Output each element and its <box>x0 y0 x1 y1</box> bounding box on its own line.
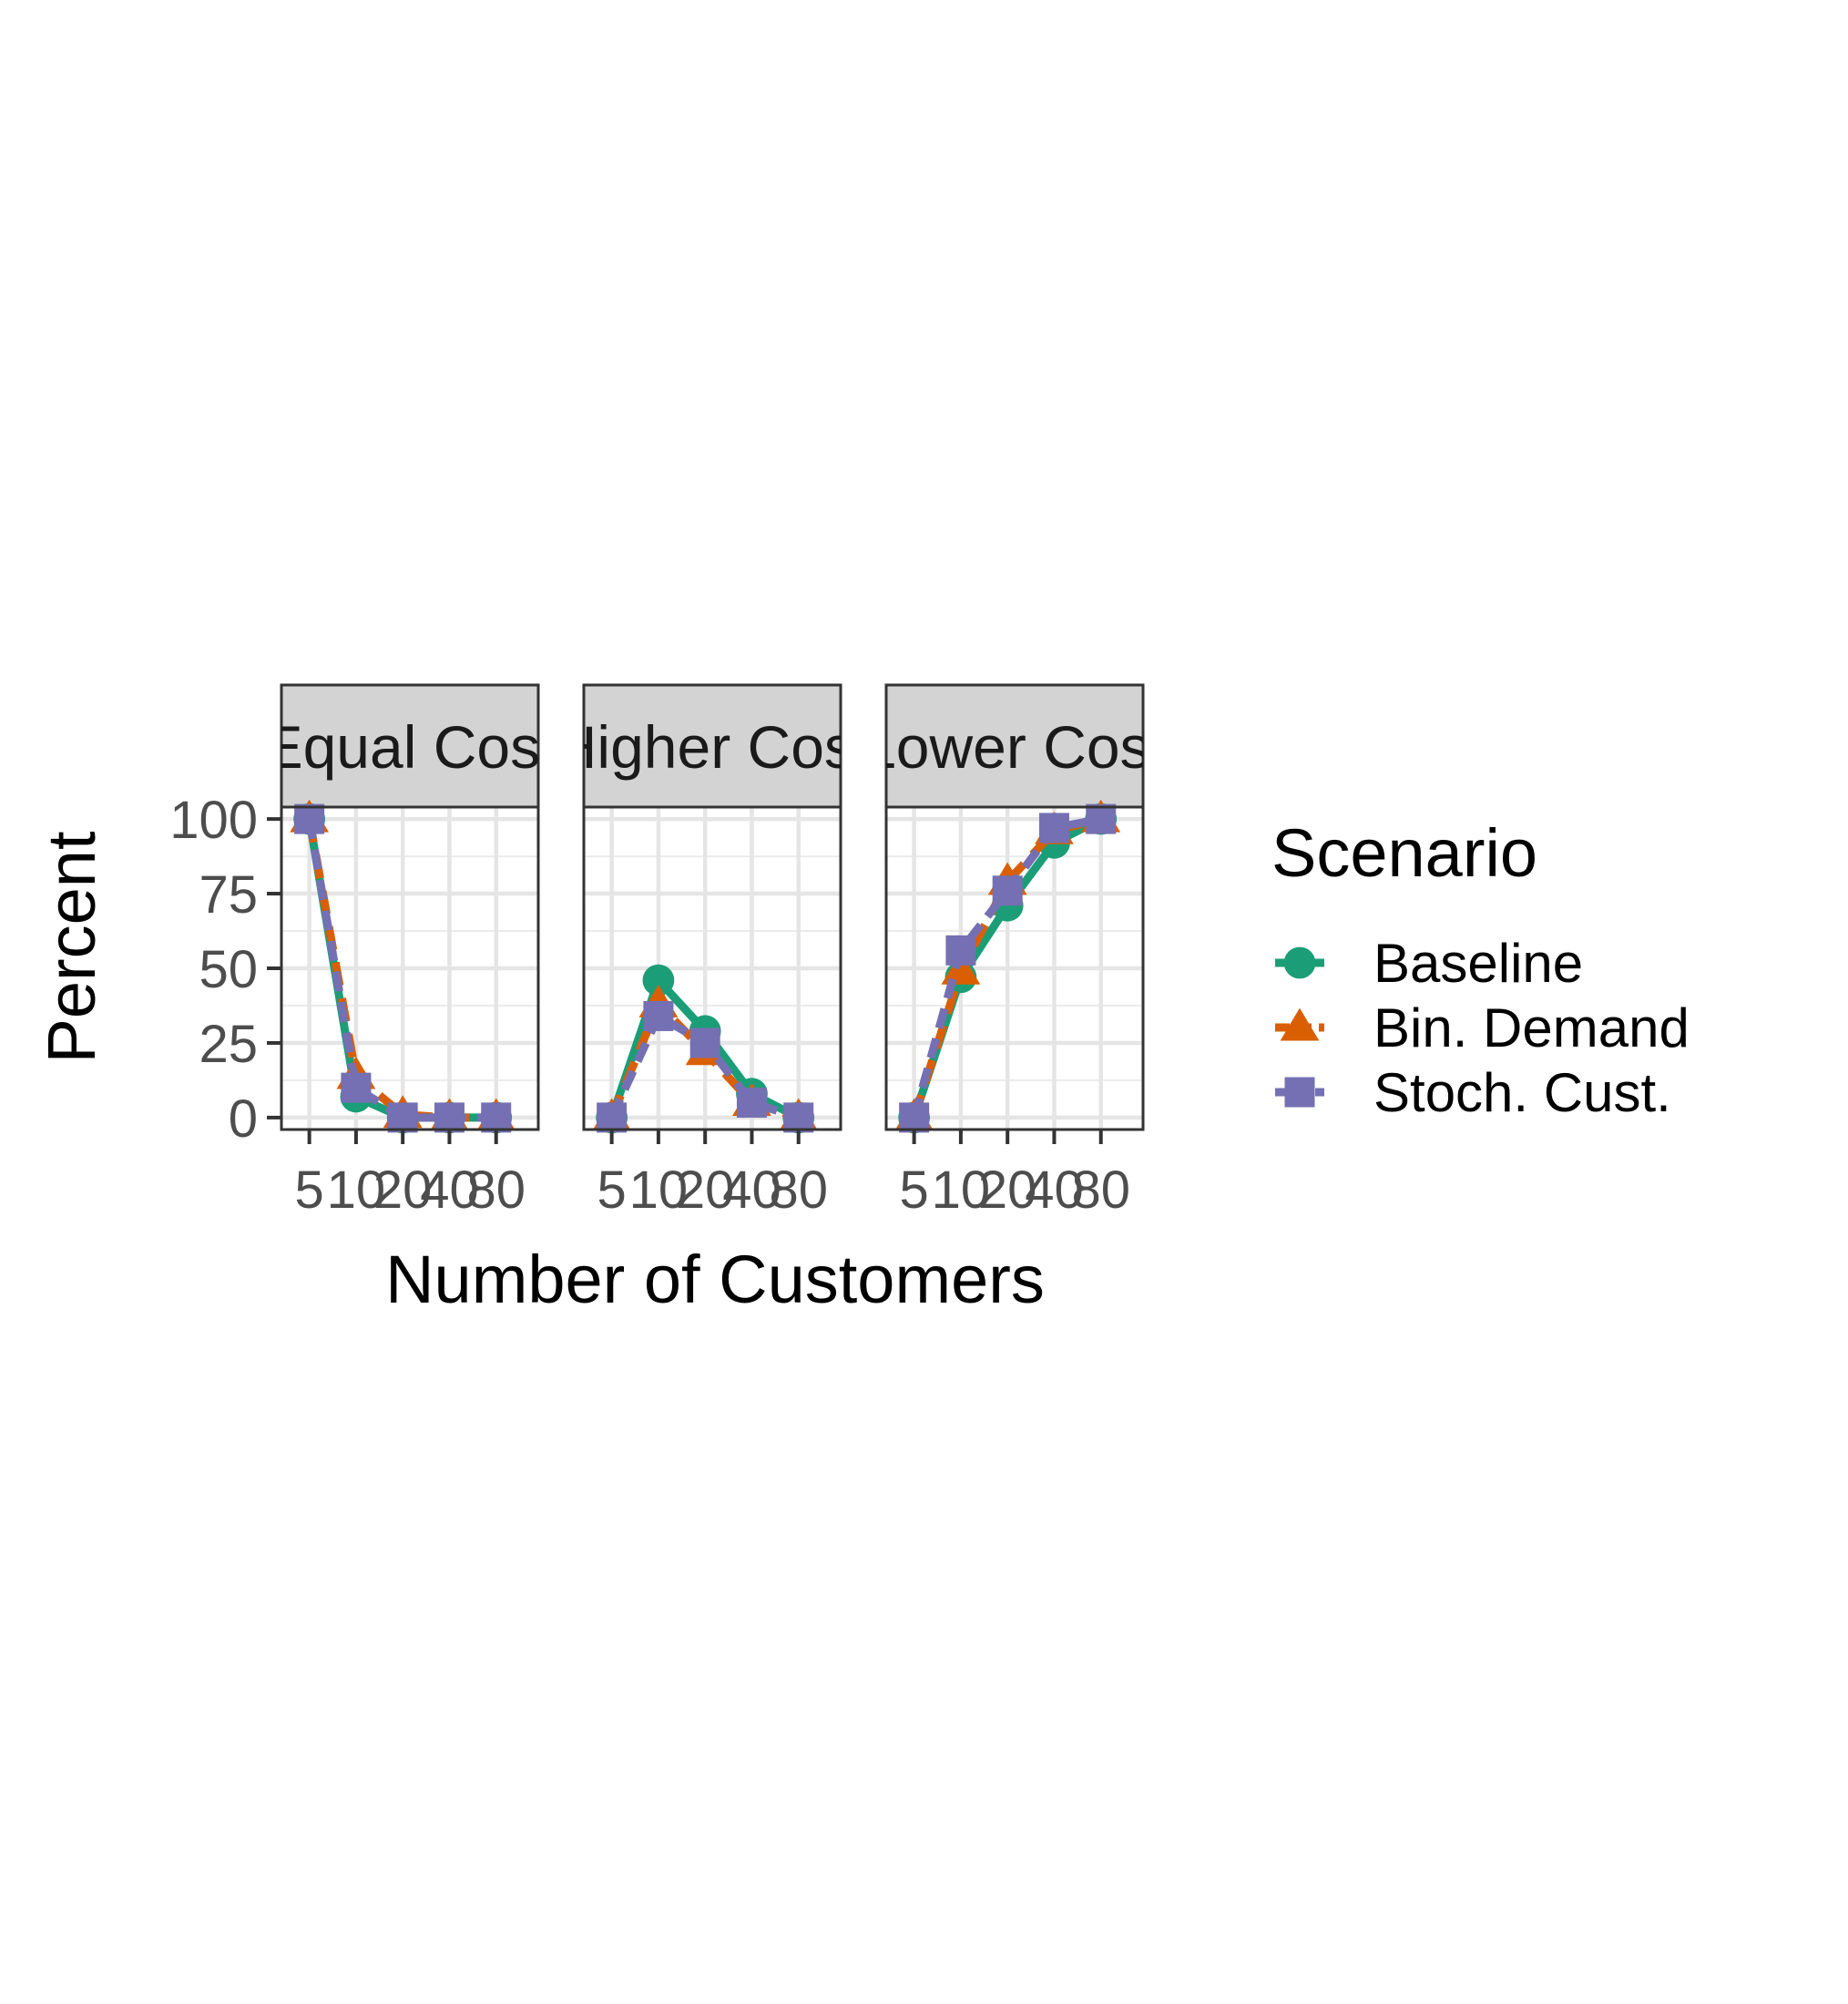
data-point <box>434 1102 465 1133</box>
data-point <box>597 1102 628 1133</box>
data-point <box>387 1102 418 1133</box>
x-tick-label: 40 <box>1025 1160 1084 1220</box>
facet-strip-label: Higher Cost <box>554 713 871 781</box>
facet-strip <box>280 683 540 809</box>
data-point <box>736 1088 767 1118</box>
legend-marker <box>1283 946 1316 979</box>
data-point <box>481 1102 512 1133</box>
y-axis-label: Percent <box>34 831 109 1063</box>
data-point <box>783 1102 814 1133</box>
data-point <box>1038 813 1069 844</box>
x-tick-label: 20 <box>373 1160 433 1220</box>
legend-label: Stoch. Cust. <box>1373 1062 1671 1123</box>
x-tick-label: 10 <box>629 1160 689 1220</box>
x-tick-label: 80 <box>1071 1160 1130 1220</box>
data-point <box>1086 803 1117 834</box>
data-point <box>941 951 981 985</box>
x-axis-label: Number of Customers <box>385 1242 1045 1317</box>
legend-marker <box>1280 1007 1320 1041</box>
data-point <box>945 935 976 966</box>
facet-strip-label: Lower Cost <box>863 713 1167 781</box>
legend-key <box>1275 1077 1324 1108</box>
data-point <box>689 1028 720 1058</box>
y-tick-label: 0 <box>229 1089 258 1149</box>
x-tick-label: 5 <box>295 1160 324 1220</box>
y-tick-label: 100 <box>169 791 258 850</box>
data-point <box>899 1102 930 1133</box>
facet-strip <box>884 683 1145 809</box>
x-tick-label: 20 <box>978 1160 1037 1220</box>
x-tick-label: 20 <box>676 1160 735 1220</box>
x-tick-label: 80 <box>466 1160 526 1220</box>
data-point <box>294 803 325 834</box>
y-axis: 0 25 50 75 100 <box>169 791 281 1149</box>
facet-strip <box>582 683 842 809</box>
y-tick-label: 25 <box>199 1015 258 1074</box>
x-tick-label: 40 <box>420 1160 479 1220</box>
x-tick-label: 80 <box>769 1160 828 1220</box>
legend-marker <box>1284 1077 1315 1108</box>
panel-border <box>582 805 842 1131</box>
data-point <box>341 1072 372 1103</box>
x-tick-label: 5 <box>597 1160 627 1220</box>
legend-label: Bin. Demand <box>1373 997 1690 1058</box>
data-point <box>992 875 1023 906</box>
x-tick-label: 40 <box>722 1160 781 1220</box>
legend-label: Baseline <box>1373 933 1583 994</box>
x-tick-label: 10 <box>327 1160 386 1220</box>
legend-key <box>1275 1007 1324 1041</box>
y-tick-label: 50 <box>199 940 258 999</box>
x-tick-label: 5 <box>900 1160 929 1220</box>
x-tick-label: 10 <box>932 1160 991 1220</box>
facet-strip-label: Equal Cost <box>263 713 557 781</box>
legend-title: Scenario <box>1271 815 1537 891</box>
data-point <box>643 1000 674 1031</box>
data-point <box>642 964 675 997</box>
panel-border <box>884 805 1145 1131</box>
y-tick-label: 75 <box>199 865 258 925</box>
legend-key <box>1275 946 1324 979</box>
